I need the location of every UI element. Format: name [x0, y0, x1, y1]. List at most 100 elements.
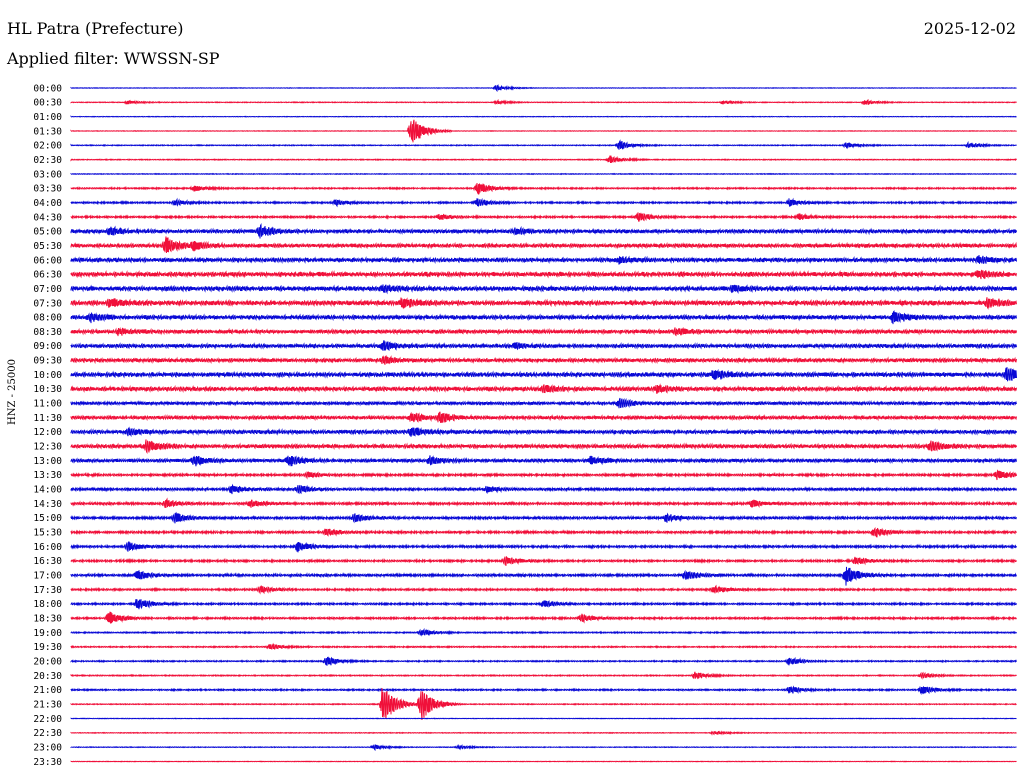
seismic-trace	[70, 511, 1017, 524]
time-label: 22:30	[33, 728, 62, 739]
time-label: 10:00	[33, 370, 62, 381]
seismic-trace	[70, 627, 1017, 637]
time-label: 00:30	[33, 98, 62, 109]
seismic-trace	[70, 222, 1017, 239]
seismic-trace	[70, 717, 1017, 720]
time-label: 07:30	[33, 298, 62, 309]
time-label: 18:30	[33, 614, 62, 625]
time-label: 00:00	[33, 83, 62, 94]
seismic-trace	[70, 411, 1017, 423]
seismic-trace	[70, 326, 1017, 337]
time-label: 04:00	[33, 198, 62, 209]
time-label: 17:00	[33, 571, 62, 582]
seismic-trace	[70, 584, 1017, 595]
seismic-trace	[70, 483, 1017, 495]
seismic-trace	[70, 98, 1017, 106]
seismic-trace	[70, 439, 1017, 454]
time-label: 21:30	[33, 699, 62, 710]
time-label: 08:30	[33, 327, 62, 338]
seismic-trace	[70, 469, 1017, 481]
time-label: 03:30	[33, 184, 62, 195]
seismic-trace	[70, 743, 1017, 752]
time-label: 16:00	[33, 542, 62, 553]
seismic-trace	[70, 566, 1017, 586]
seismic-trace	[70, 139, 1017, 150]
time-label: 03:00	[33, 169, 62, 180]
seismic-trace	[70, 426, 1017, 438]
time-label: 21:00	[33, 685, 62, 696]
time-label: 05:30	[33, 241, 62, 252]
time-label: 14:00	[33, 485, 62, 496]
seismic-trace	[70, 598, 1017, 610]
seismic-trace	[70, 255, 1017, 265]
seismic-trace	[70, 497, 1017, 508]
time-label: 06:00	[33, 255, 62, 266]
seismic-trace	[70, 119, 1017, 143]
time-label: 22:00	[33, 714, 62, 725]
seismic-trace	[70, 212, 1017, 222]
time-label: 18:00	[33, 599, 62, 610]
time-label: 01:30	[33, 126, 62, 137]
filter-label: Applied filter: WWSSN-SP	[7, 49, 220, 68]
time-label: 19:30	[33, 642, 62, 653]
seismic-trace	[70, 656, 1017, 666]
time-label: 11:00	[33, 399, 62, 410]
seismic-trace	[70, 611, 1017, 624]
time-label: 15:30	[33, 528, 62, 539]
time-label: 13:30	[33, 470, 62, 481]
time-label: 08:00	[33, 313, 62, 324]
time-label: 19:00	[33, 628, 62, 639]
time-label: 11:30	[33, 413, 62, 424]
time-label: 23:30	[33, 757, 62, 768]
time-label: 06:30	[33, 270, 62, 281]
seismic-trace	[70, 541, 1017, 553]
seismic-trace	[70, 182, 1017, 196]
time-label: 05:00	[33, 227, 62, 238]
seismic-trace	[70, 172, 1017, 176]
seismic-trace	[70, 310, 1017, 325]
time-label: 10:30	[33, 384, 62, 395]
time-label: 17:30	[33, 585, 62, 596]
seismic-trace	[70, 340, 1017, 352]
seismic-trace	[70, 688, 1017, 721]
seismic-trace	[70, 671, 1017, 680]
time-label: 02:30	[33, 155, 62, 166]
seismic-trace	[70, 367, 1017, 382]
time-label: 15:00	[33, 513, 62, 524]
seismic-trace	[70, 760, 1017, 763]
seismic-trace	[70, 383, 1017, 395]
seismic-trace	[70, 197, 1017, 208]
trace-group	[70, 84, 1017, 763]
seismic-trace	[70, 297, 1017, 310]
time-label: 16:30	[33, 556, 62, 567]
seismic-trace	[70, 555, 1017, 566]
seismic-trace	[70, 685, 1017, 696]
time-label: 09:00	[33, 341, 62, 352]
time-label: 20:00	[33, 657, 62, 668]
seismic-trace	[70, 283, 1017, 295]
time-label-group: 00:00 00:30 01:00 01:30 02:00 02:30 03:00 03:30…	[33, 83, 62, 768]
time-label: 12:00	[33, 427, 62, 438]
time-label: 14:30	[33, 499, 62, 510]
seismic-trace	[70, 455, 1017, 467]
station-title: HL Patra (Prefecture)	[7, 19, 184, 38]
seismic-trace	[70, 642, 1017, 650]
time-label: 20:30	[33, 671, 62, 682]
seismic-trace	[70, 84, 1017, 93]
seismic-trace	[70, 354, 1017, 365]
time-label: 09:30	[33, 356, 62, 367]
seismic-trace	[70, 269, 1017, 280]
time-label: 13:00	[33, 456, 62, 467]
seismic-trace	[70, 526, 1017, 538]
seismic-trace	[70, 730, 1017, 736]
seismic-trace	[70, 115, 1017, 118]
time-label: 01:00	[33, 112, 62, 123]
time-label: 02:00	[33, 141, 62, 152]
time-label: 12:30	[33, 442, 62, 453]
time-label: 23:00	[33, 742, 62, 753]
seismic-trace	[70, 397, 1017, 409]
time-label: 07:00	[33, 284, 62, 295]
seismic-trace	[70, 155, 1017, 163]
seismic-trace	[70, 236, 1017, 253]
